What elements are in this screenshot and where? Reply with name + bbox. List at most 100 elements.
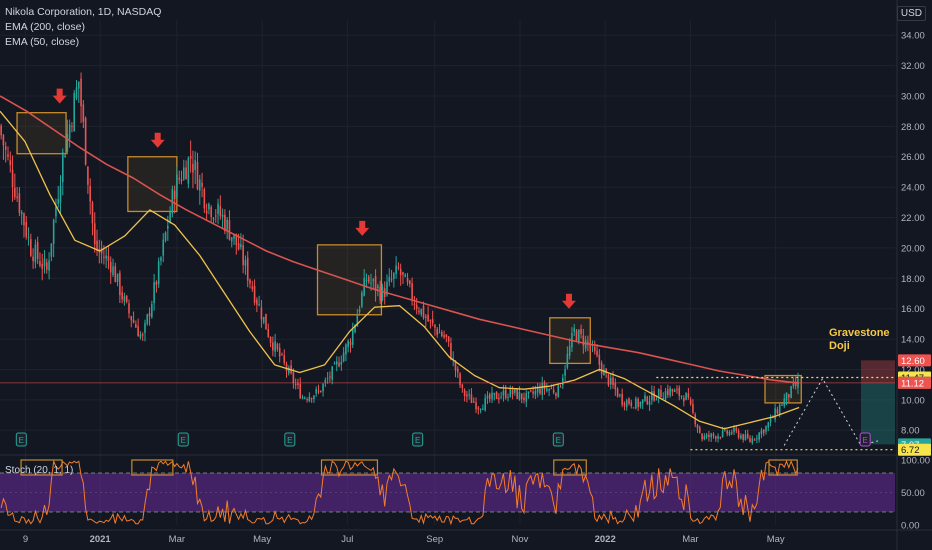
candle-body — [25, 222, 28, 237]
stoch-tick-label: 50.00 — [901, 488, 925, 499]
candle-body — [57, 199, 60, 204]
candle-body — [687, 393, 690, 398]
candle-body — [593, 346, 596, 352]
down-arrow-icon — [561, 293, 576, 309]
y-tick-label: 22.00 — [901, 213, 925, 224]
candle-body — [386, 281, 388, 296]
earnings-icon-label: E — [415, 436, 420, 445]
candle-body — [495, 391, 498, 400]
candle-body — [91, 202, 94, 224]
candle-body — [413, 303, 416, 306]
candle-body — [470, 394, 473, 404]
candle-body — [100, 248, 103, 254]
candle-body — [607, 374, 610, 386]
candle-body — [367, 276, 370, 282]
candle-body — [751, 438, 754, 444]
candle-body — [301, 397, 304, 399]
candle-body — [249, 279, 251, 284]
candle-body — [781, 404, 783, 406]
candle-body — [482, 408, 484, 410]
candle-body — [559, 386, 562, 388]
candle-body — [790, 386, 792, 398]
candle-body — [767, 422, 770, 428]
legend-title: Nikola Corporation, 1D, NASDAQ — [5, 6, 162, 18]
candle-body — [20, 212, 23, 215]
candle-body — [411, 283, 413, 301]
candle-body — [548, 389, 550, 391]
candle-body — [281, 354, 283, 356]
candle-body — [546, 388, 548, 391]
candle-body — [486, 395, 489, 399]
candle-body — [678, 387, 681, 396]
candle-body — [502, 390, 505, 396]
candle-body — [536, 388, 539, 393]
y-tick-label: 20.00 — [901, 243, 925, 254]
candle-body — [434, 324, 436, 328]
candle-body — [527, 391, 530, 394]
candle-body — [356, 314, 359, 327]
candle-body — [105, 255, 107, 259]
candle-body — [139, 334, 142, 338]
candle-body — [345, 344, 347, 355]
candle-body — [648, 401, 651, 405]
candle-body — [625, 400, 628, 408]
candle-body — [107, 255, 110, 261]
y-tick-label: 16.00 — [901, 304, 925, 315]
candle-body — [137, 326, 139, 337]
candle-body — [698, 427, 701, 433]
candle-body — [740, 435, 742, 439]
legend-ema200[interactable]: EMA (200, close) — [5, 21, 85, 33]
candle-body — [119, 272, 121, 296]
candle-body — [587, 341, 589, 344]
candle-body — [776, 409, 779, 414]
earnings-upcoming-label: E — [862, 436, 867, 445]
y-tick-label: 24.00 — [901, 183, 925, 194]
candle-body — [173, 190, 176, 199]
candle-body — [749, 437, 751, 442]
candle-body — [178, 177, 181, 180]
down-arrow-icon — [355, 220, 370, 236]
y-tick-label: 26.00 — [901, 152, 925, 163]
candle-body — [758, 432, 760, 440]
y-tick-label: 30.00 — [901, 91, 925, 102]
candle-body — [326, 378, 329, 380]
candle-body — [388, 276, 391, 282]
candle-body — [456, 368, 459, 373]
candle-body — [420, 308, 423, 315]
stoch-highlight-box — [20, 459, 63, 476]
candle-body — [719, 437, 722, 439]
candle-body — [205, 210, 208, 214]
candle-body — [705, 434, 708, 438]
candle-body — [511, 389, 514, 395]
stoch-line — [0, 459, 799, 526]
candle-body — [621, 393, 623, 405]
candle-body — [514, 389, 516, 393]
candle-body — [712, 433, 715, 436]
price-label-tag — [898, 376, 931, 389]
candle-body — [292, 372, 295, 384]
candle-body — [438, 332, 441, 334]
candle-body — [635, 398, 637, 409]
candle-body — [146, 314, 149, 324]
candle-body — [201, 182, 203, 187]
down-arrow-icon — [52, 88, 67, 104]
candle-body — [632, 407, 635, 409]
gravestone-doji-annotation: Gravestone Doji — [829, 327, 890, 353]
candle-body — [653, 391, 655, 401]
candle-body — [176, 174, 178, 198]
candle-body — [664, 391, 667, 400]
candle-body — [361, 292, 363, 307]
candle-body — [724, 429, 726, 431]
legend-ema50[interactable]: EMA (50, close) — [5, 36, 80, 48]
y-tick-label: 32.00 — [901, 61, 925, 72]
candle-body — [568, 346, 571, 356]
candle-body — [212, 218, 215, 220]
candle-body — [41, 263, 44, 269]
candle-body — [461, 384, 464, 388]
currency-label[interactable]: USD — [896, 6, 926, 21]
candle-body — [237, 243, 240, 250]
candle-body — [667, 389, 669, 395]
candle-body — [347, 340, 349, 348]
candle-body — [596, 350, 598, 356]
